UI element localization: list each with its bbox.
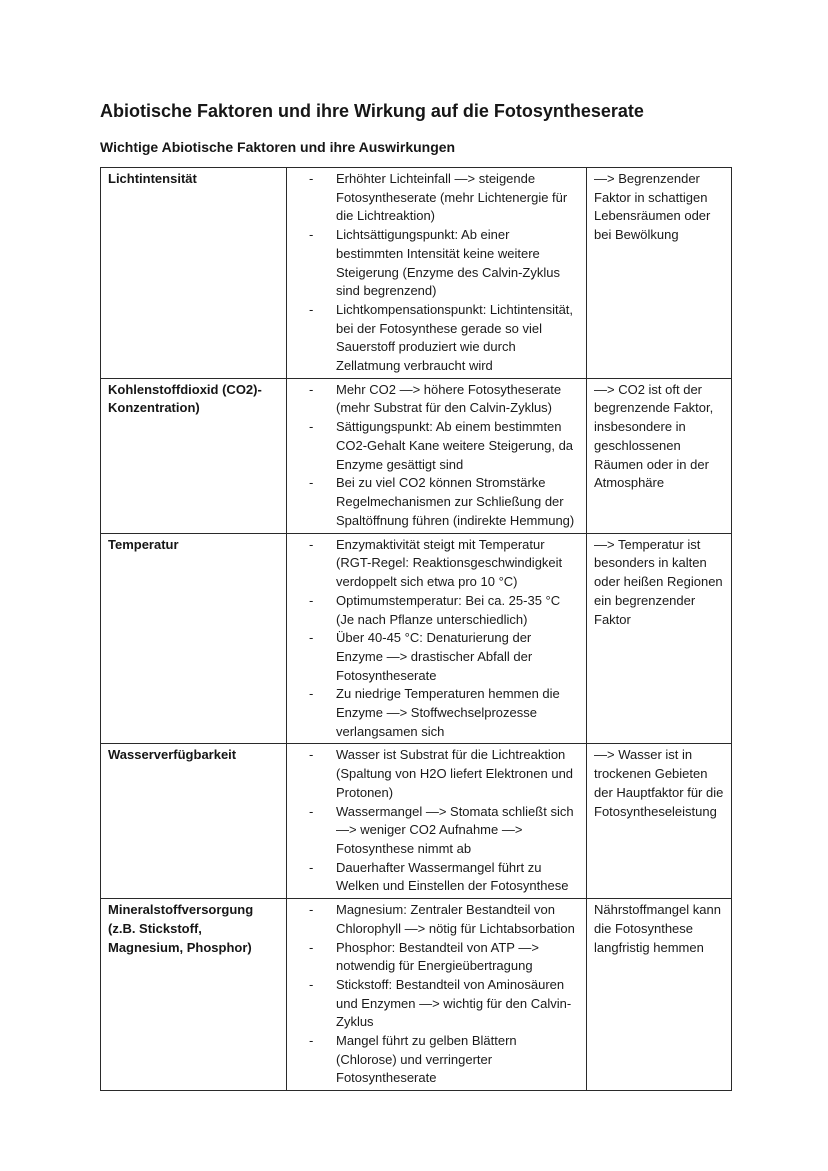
page-title: Abiotische Faktoren und ihre Wirkung auf… — [100, 101, 644, 121]
bullet-item: Stickstoff: Bestandteil von Aminosäuren … — [294, 976, 580, 1032]
table-row-temperatur: Temperatur Enzymaktivität steigt mit Tem… — [100, 532, 732, 745]
points-cell: Mehr CO2 —> höhere Fotosytheserate (mehr… — [286, 377, 587, 534]
table-row-wasser: Wasserverfügbarkeit Wasser ist Substrat … — [100, 743, 732, 900]
table-row-co2: Kohlenstoffdioxid (CO2)-Konzentration) M… — [100, 377, 732, 534]
bullet-list: Wasser ist Substrat für die Lichtreaktio… — [294, 746, 580, 896]
points-cell: Enzymaktivität steigt mit Temperatur (RG… — [286, 532, 587, 745]
factor-cell: Kohlenstoffdioxid (CO2)-Konzentration) — [100, 377, 287, 534]
bullet-item: Erhöhter Lichteinfall —> steigende Fotos… — [294, 170, 580, 226]
note-cell: —> Wasser ist in trockenen Gebieten der … — [586, 743, 732, 900]
bullet-item: Enzymaktivität steigt mit Temperatur (RG… — [294, 536, 580, 592]
bullet-item: Über 40-45 °C: Denaturierung der Enzyme … — [294, 629, 580, 685]
note-cell: —> Begrenzender Faktor in schattigen Leb… — [586, 167, 732, 379]
bullet-item: Wasser ist Substrat für die Lichtreaktio… — [294, 746, 580, 802]
bullet-list: Enzymaktivität steigt mit Temperatur (RG… — [294, 536, 580, 742]
points-cell: Magnesium: Zentraler Bestandteil von Chl… — [286, 898, 587, 1092]
factor-cell: Mineralstoffversorgung (z.B. Stickstoff,… — [100, 898, 287, 1092]
table-row-mineralstoffe: Mineralstoffversorgung (z.B. Stickstoff,… — [100, 898, 732, 1092]
table-row-lichtintensitaet: Lichtintensität Erhöhter Lichteinfall —>… — [100, 167, 732, 379]
points-cell: Erhöhter Lichteinfall —> steigende Fotos… — [286, 167, 587, 379]
note-cell: —> Temperatur ist besonders in kalten od… — [586, 532, 732, 745]
factor-cell: Wasserverfügbarkeit — [100, 743, 287, 900]
bullet-item: Bei zu viel CO2 können Stromstärke Regel… — [294, 474, 580, 530]
bullet-item: Zu niedrige Temperaturen hemmen die Enzy… — [294, 685, 580, 741]
note-cell: —> CO2 ist oft der begrenzende Faktor, i… — [586, 377, 732, 534]
note-cell: Nährstoffmangel kann die Fotosynthese la… — [586, 898, 732, 1092]
bullet-item: Mehr CO2 —> höhere Fotosytheserate (mehr… — [294, 381, 580, 418]
bullet-item: Magnesium: Zentraler Bestandteil von Chl… — [294, 901, 580, 938]
bullet-item: Lichtkompensationspunkt: Lichtintensität… — [294, 301, 580, 376]
bullet-item: Dauerhafter Wassermangel führt zu Welken… — [294, 859, 580, 896]
bullet-list: Mehr CO2 —> höhere Fotosytheserate (mehr… — [294, 381, 580, 531]
factor-cell: Temperatur — [100, 532, 287, 745]
section-subtitle: Wichtige Abiotische Faktoren und ihre Au… — [100, 139, 456, 155]
bullet-list: Erhöhter Lichteinfall —> steigende Fotos… — [294, 170, 580, 376]
bullet-item: Wassermangel —> Stomata schließt sich —>… — [294, 803, 580, 859]
bullet-list: Magnesium: Zentraler Bestandteil von Chl… — [294, 901, 580, 1088]
document-content: Abiotische Faktoren und ihre Wirkung auf… — [100, 100, 732, 1092]
bullet-item: Lichtsättigungspunkt: Ab einer bestimmte… — [294, 226, 580, 301]
factor-cell: Lichtintensität — [100, 167, 287, 379]
bullet-item: Mangel führt zu gelben Blättern (Chloros… — [294, 1032, 580, 1088]
bullet-item: Optimumstemperatur: Bei ca. 25-35 °C (Je… — [294, 592, 580, 629]
bullet-item: Phosphor: Bestandteil von ATP —> notwend… — [294, 939, 580, 976]
points-cell: Wasser ist Substrat für die Lichtreaktio… — [286, 743, 587, 900]
bullet-item: Sättigungspunkt: Ab einem bestimmten CO2… — [294, 418, 580, 474]
abiotic-factors-table: Lichtintensität Erhöhter Lichteinfall —>… — [100, 167, 732, 1092]
